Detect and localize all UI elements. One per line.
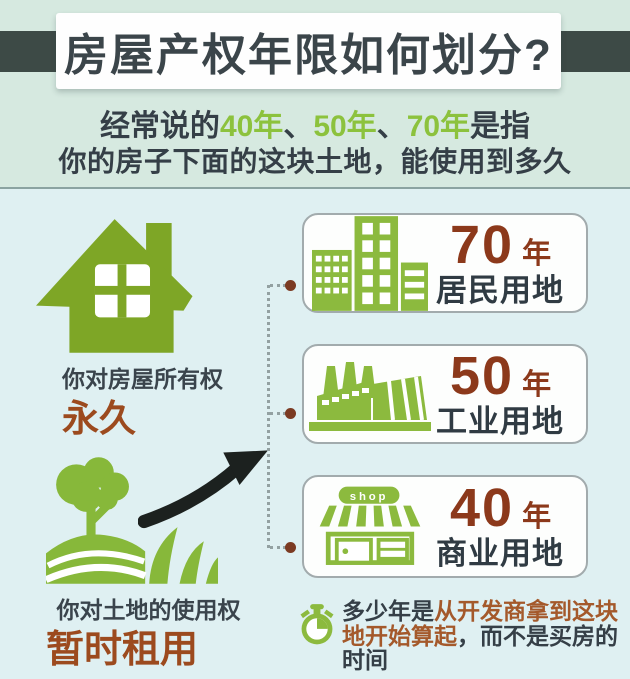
house-ownership-value: 永久 xyxy=(62,398,136,439)
years-unit: 年 xyxy=(522,501,552,534)
connector-stub-50 xyxy=(270,412,286,415)
tree-field-icon xyxy=(46,457,218,584)
residential-buildings-icon xyxy=(304,215,436,311)
card-commercial-land: shop 40 年 商业用地 xyxy=(302,475,588,578)
text-segment: ，而不是买房的时间 xyxy=(342,622,618,673)
connector-dot-70 xyxy=(285,280,296,291)
years-value: 40 xyxy=(450,478,515,539)
subtitle-line1: 经常说的40年、50年、70年是指 xyxy=(0,101,630,145)
land-type-label: 商业用地 xyxy=(436,536,564,572)
text-segment: 、 xyxy=(283,110,314,143)
text-segment: 经常说的 xyxy=(99,110,220,143)
factory-icon xyxy=(304,356,436,432)
land-type-label: 工业用地 xyxy=(436,403,564,439)
years-unit: 年 xyxy=(522,237,552,270)
arrow-up-right-icon xyxy=(138,450,268,529)
land-right-label: 你对土地的使用权 xyxy=(56,597,241,623)
stopwatch-icon xyxy=(300,604,334,645)
shop-icon: shop xyxy=(304,486,436,568)
house-icon xyxy=(36,219,208,353)
text-segment: 、 xyxy=(376,110,407,143)
subtitle-line2: 你的房子下面的这块土地，能使用到多久 xyxy=(58,146,572,177)
text-segment: 从开发商拿到这块地开始算起 xyxy=(342,598,618,649)
text-segment: 多少年是 xyxy=(342,598,434,624)
text-segment: 50年 xyxy=(313,110,377,143)
text-segment: 70年 xyxy=(406,110,471,143)
title-box: 房屋产权年限如何划分? xyxy=(56,13,561,89)
connector-dot-40 xyxy=(285,542,296,553)
land-right-value: 暂时租用 xyxy=(46,629,199,671)
years-value: 70 xyxy=(450,214,515,275)
years-value: 50 xyxy=(450,345,515,406)
connector-dotted-line xyxy=(267,285,270,548)
text-segment: 40年 xyxy=(219,110,284,143)
years-unit: 年 xyxy=(522,368,552,401)
connector-stub-40 xyxy=(270,546,286,549)
shop-sign-text: shop xyxy=(350,490,389,502)
card-industrial-land: 50 年 工业用地 xyxy=(302,344,588,444)
house-ownership-label: 你对房屋所有权 xyxy=(62,366,223,392)
text-segment: 是指 xyxy=(470,110,531,143)
section-divider-line xyxy=(0,187,630,189)
card-residential-land: 70 年 居民用地 xyxy=(302,213,588,313)
connector-stub-70 xyxy=(270,284,286,287)
connector-dot-50 xyxy=(285,408,296,419)
footnote-text: 多少年是从开发商拿到这块地开始算起，而不是买房的时间 xyxy=(342,599,624,673)
land-type-label: 居民用地 xyxy=(436,272,564,308)
page-title: 房屋产权年限如何划分? xyxy=(64,31,553,80)
